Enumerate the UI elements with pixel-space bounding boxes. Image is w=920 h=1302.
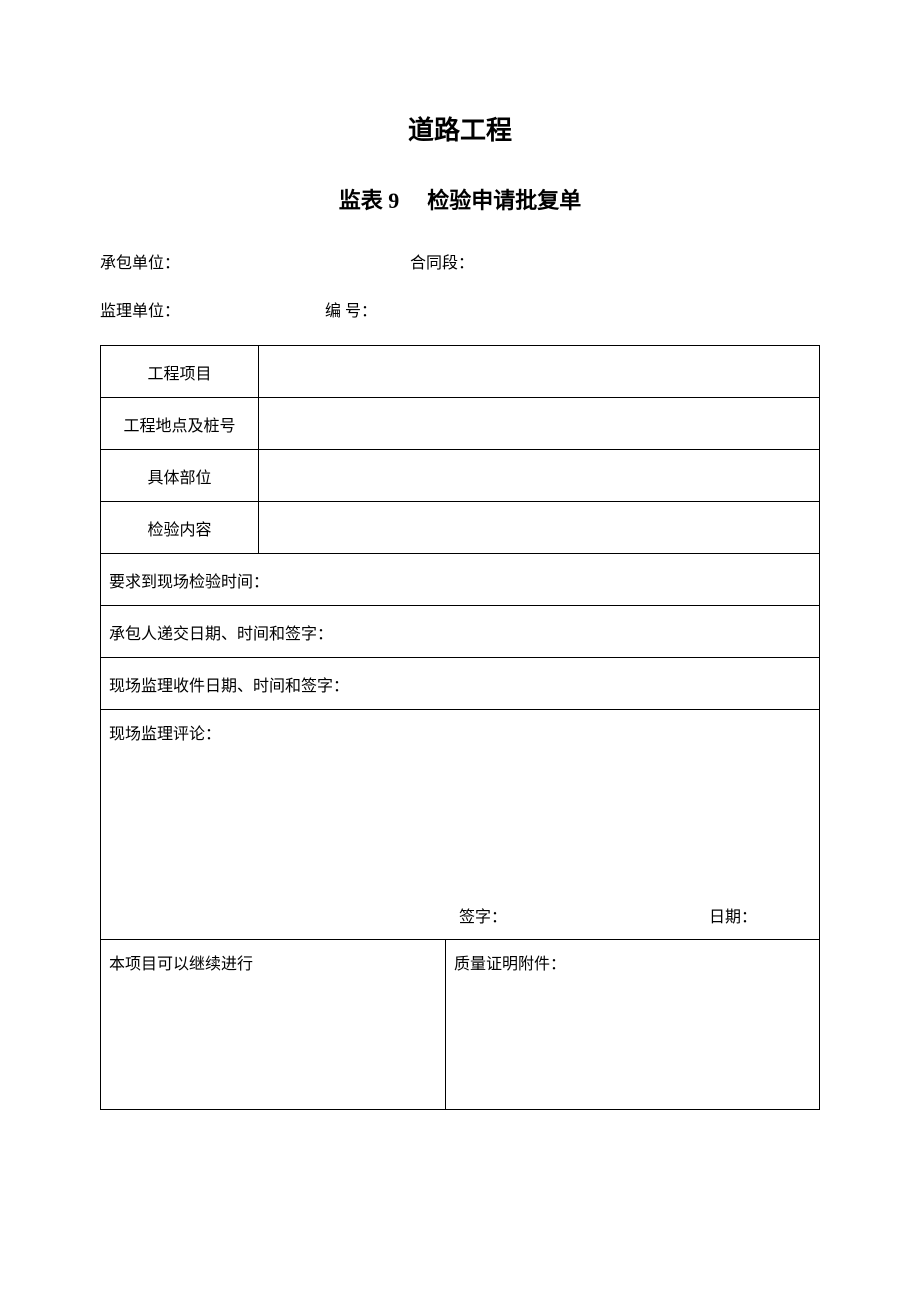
subtitle-name: 检验申请批复单 [427, 188, 581, 213]
supervisor-label: 监理单位： [100, 297, 325, 321]
project-name-label: 工程项目 [101, 346, 259, 398]
location-stake-label: 工程地点及桩号 [101, 398, 259, 450]
table-row: 现场监理收件日期、时间和签字： [101, 658, 820, 710]
location-stake-value [259, 398, 820, 450]
required-inspection-time: 要求到现场检验时间： [101, 554, 820, 606]
inspection-form-table: 工程项目 工程地点及桩号 具体部位 检验内容 要求到现场检验时间： 承包人递交日… [100, 345, 820, 1110]
specific-part-label: 具体部位 [101, 450, 259, 502]
table-row: 工程项目 [101, 346, 820, 398]
signature-date-row: 签字： 日期： [101, 903, 819, 927]
serial-number-label: 编 号： [325, 297, 820, 321]
specific-part-value [259, 450, 820, 502]
header-row-2: 监理单位： 编 号： [100, 297, 820, 321]
project-name-value [259, 346, 820, 398]
contract-section-label: 合同段： [410, 249, 820, 273]
table-row: 工程地点及桩号 [101, 398, 820, 450]
document-subtitle: 监表 9 检验申请批复单 [100, 183, 820, 215]
inspection-content-label: 检验内容 [101, 502, 259, 554]
subtitle-prefix: 监表 9 [339, 188, 400, 213]
project-continue-cell: 本项目可以继续进行 [101, 940, 446, 1110]
table-row: 具体部位 [101, 450, 820, 502]
header-section: 承包单位： 合同段： 监理单位： 编 号： [100, 249, 820, 321]
table-row: 承包人递交日期、时间和签字： [101, 606, 820, 658]
header-row-1: 承包单位： 合同段： [100, 249, 820, 273]
contractor-label: 承包单位： [100, 249, 410, 273]
table-row: 现场监理评论： 签字： 日期： [101, 710, 820, 940]
supervisor-comment-label: 现场监理评论： [109, 720, 811, 744]
table-row: 要求到现场检验时间： [101, 554, 820, 606]
table-row: 检验内容 [101, 502, 820, 554]
table-row: 本项目可以继续进行 质量证明附件： [101, 940, 820, 1110]
document-main-title: 道路工程 [100, 110, 820, 147]
supervisor-comment-cell: 现场监理评论： 签字： 日期： [101, 710, 820, 940]
supervisor-receive-info: 现场监理收件日期、时间和签字： [101, 658, 820, 710]
contractor-submit-info: 承包人递交日期、时间和签字： [101, 606, 820, 658]
quality-proof-attachment-cell: 质量证明附件： [446, 940, 820, 1110]
inspection-content-value [259, 502, 820, 554]
signature-label: 签字： [459, 903, 709, 927]
date-label: 日期： [709, 903, 811, 927]
